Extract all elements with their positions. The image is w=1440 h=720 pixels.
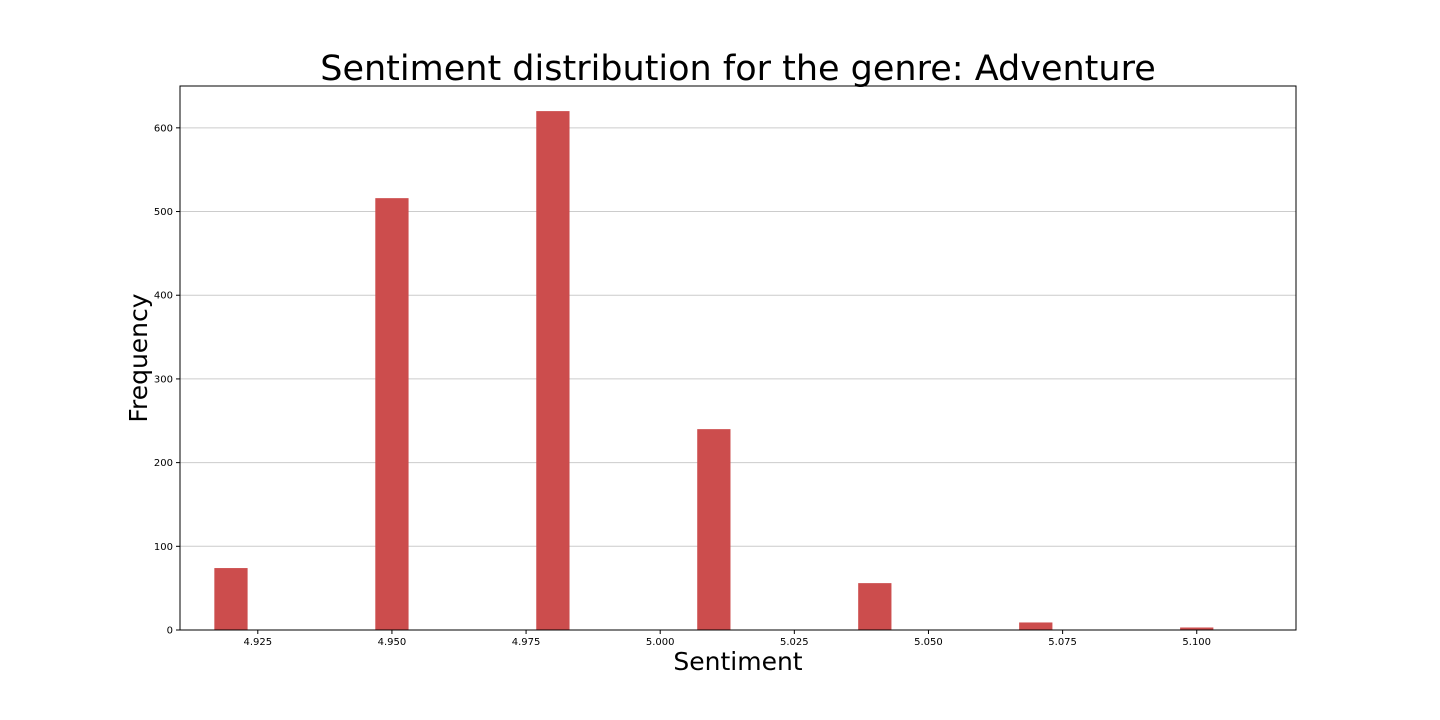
bar xyxy=(375,198,409,630)
x-tick-label: 4.950 xyxy=(378,637,407,648)
x-tick-label: 5.100 xyxy=(1182,637,1211,648)
chart-title: Sentiment distribution for the genre: Ad… xyxy=(320,49,1155,89)
x-tick-label: 4.925 xyxy=(243,637,272,648)
y-tick-label: 600 xyxy=(154,123,173,134)
x-tick-label: 5.050 xyxy=(914,637,943,648)
y-tick-label: 100 xyxy=(154,542,173,553)
y-tick-label: 400 xyxy=(154,291,173,302)
bar xyxy=(1180,627,1214,630)
bar xyxy=(214,568,248,630)
x-tick-label: 5.075 xyxy=(1048,637,1077,648)
x-axis-ticks: 4.925 4.950 4.975 5.000 5.025 5.050 5.075 5.100 xyxy=(243,630,1211,648)
y-tick-label: 300 xyxy=(154,374,173,385)
bars xyxy=(214,111,1214,631)
x-tick-label: 5.025 xyxy=(780,637,809,648)
y-axis-ticks: 0 100 200 300 400 500 600 xyxy=(154,123,180,637)
y-tick-label: 0 xyxy=(167,626,173,637)
x-tick-label: 4.975 xyxy=(512,637,541,648)
plot-frame xyxy=(179,85,1297,631)
y-tick-label: 500 xyxy=(154,207,173,218)
x-axis-label: Sentiment xyxy=(673,647,802,676)
bar xyxy=(536,111,570,631)
grid-lines xyxy=(180,127,1296,547)
bar xyxy=(1019,622,1053,630)
x-tick-label: 5.000 xyxy=(646,637,675,648)
bar xyxy=(858,583,892,630)
bar xyxy=(697,429,731,630)
y-tick-label: 200 xyxy=(154,458,173,469)
y-axis-label: Frequency xyxy=(124,293,153,422)
